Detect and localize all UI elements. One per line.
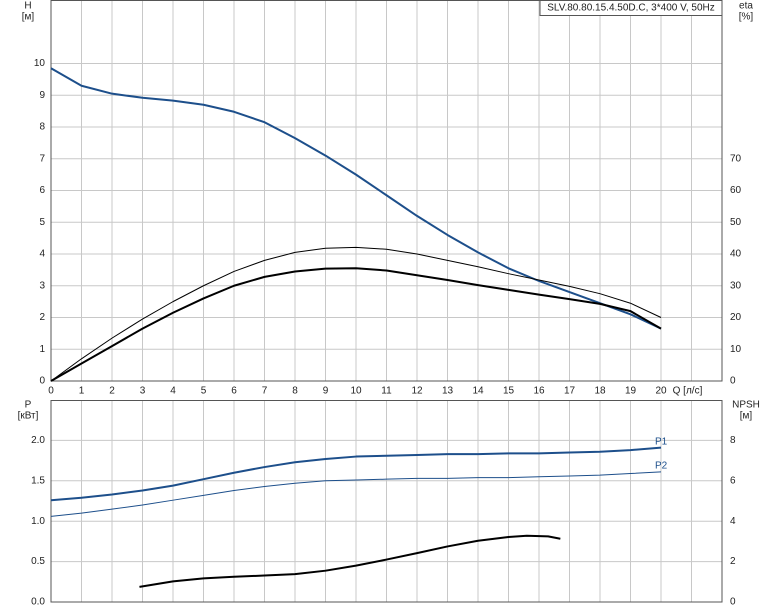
series-line: [50, 267, 662, 382]
x-tick-label: 9: [323, 386, 329, 397]
y2-tick-label: 0: [730, 376, 736, 387]
x-tick-label: 1: [79, 386, 85, 397]
x-tick-label: 20: [655, 386, 667, 397]
y2-axis-label: eta: [739, 1, 753, 12]
title-box: [539, 0, 723, 16]
x-tick-label: 7: [262, 386, 268, 397]
y2-tick-label: 0: [730, 597, 736, 608]
x-tick-label: 0: [48, 386, 54, 397]
y2-tick-label: 30: [730, 280, 742, 291]
y-axis-unit: [кВт]: [18, 411, 39, 422]
y-tick-label: 3: [39, 280, 45, 291]
chart-title: SLV.80.80.15.4.50D.C, 3*400 V, 50Hz: [547, 3, 715, 14]
x-tick-label: 14: [472, 386, 484, 397]
y-tick-label: 7: [39, 153, 45, 164]
y2-axis-label: NPSH: [732, 400, 760, 411]
x-tick-label: 16: [533, 386, 545, 397]
y2-tick-label: 8: [730, 435, 736, 446]
y2-tick-label: 40: [730, 249, 742, 260]
y-tick-label: 2.0: [31, 435, 45, 446]
y-tick-label: 6: [39, 185, 45, 196]
y-tick-label: 0: [39, 376, 45, 387]
y-tick-label: 1.0: [31, 516, 45, 527]
x-tick-label: 11: [381, 386, 392, 397]
series-label: P2: [655, 461, 668, 472]
y2-tick-label: 50: [730, 217, 742, 228]
plot-frame: [50, 400, 723, 603]
series-line: [139, 534, 561, 588]
x-tick-label: 6: [231, 386, 237, 397]
plot-frame: [50, 0, 723, 382]
y-axis-unit: [м]: [22, 12, 35, 23]
x-tick-label: 5: [201, 386, 207, 397]
x-tick-label: 12: [411, 386, 423, 397]
y-tick-label: 4: [39, 249, 45, 260]
y2-tick-label: 4: [730, 516, 736, 527]
x-tick-label: 3: [140, 386, 146, 397]
series-line: [50, 67, 662, 330]
series-line: [50, 246, 662, 382]
x-tick-label: 15: [503, 386, 515, 397]
y2-tick-label: 6: [730, 475, 736, 486]
series-line: [50, 446, 662, 502]
y-tick-label: 8: [39, 122, 45, 133]
y2-tick-label: 2: [730, 556, 736, 567]
y-tick-label: 1: [39, 344, 45, 355]
y-tick-label: 0.5: [31, 556, 45, 567]
y-tick-label: 5: [39, 217, 45, 228]
y-tick-label: 2: [39, 312, 45, 323]
x-tick-label: 4: [170, 386, 176, 397]
y-axis-label: P: [25, 400, 32, 411]
x-tick-label: 19: [625, 386, 637, 397]
x-tick-label: 17: [564, 386, 576, 397]
x-axis-label: Q [л/с]: [673, 386, 703, 397]
y2-tick-label: 20: [730, 312, 742, 323]
y-tick-label: 0.0: [31, 597, 45, 608]
x-tick-label: 13: [442, 386, 454, 397]
x-tick-label: 18: [594, 386, 606, 397]
x-tick-label: 8: [292, 386, 298, 397]
series-line: [50, 471, 662, 517]
y2-tick-label: 60: [730, 185, 742, 196]
y2-axis-unit: [м]: [740, 411, 753, 422]
y2-axis-unit: [%]: [739, 12, 754, 23]
y-axis-label: H: [24, 1, 31, 12]
y-tick-label: 1.5: [31, 475, 45, 486]
y-tick-label: 9: [39, 90, 45, 101]
x-tick-label: 10: [350, 386, 362, 397]
y2-tick-label: 70: [730, 153, 742, 164]
series-label: P1: [655, 436, 668, 447]
x-tick-label: 2: [109, 386, 115, 397]
y2-tick-label: 10: [730, 344, 742, 355]
y-tick-label: 10: [34, 58, 46, 69]
